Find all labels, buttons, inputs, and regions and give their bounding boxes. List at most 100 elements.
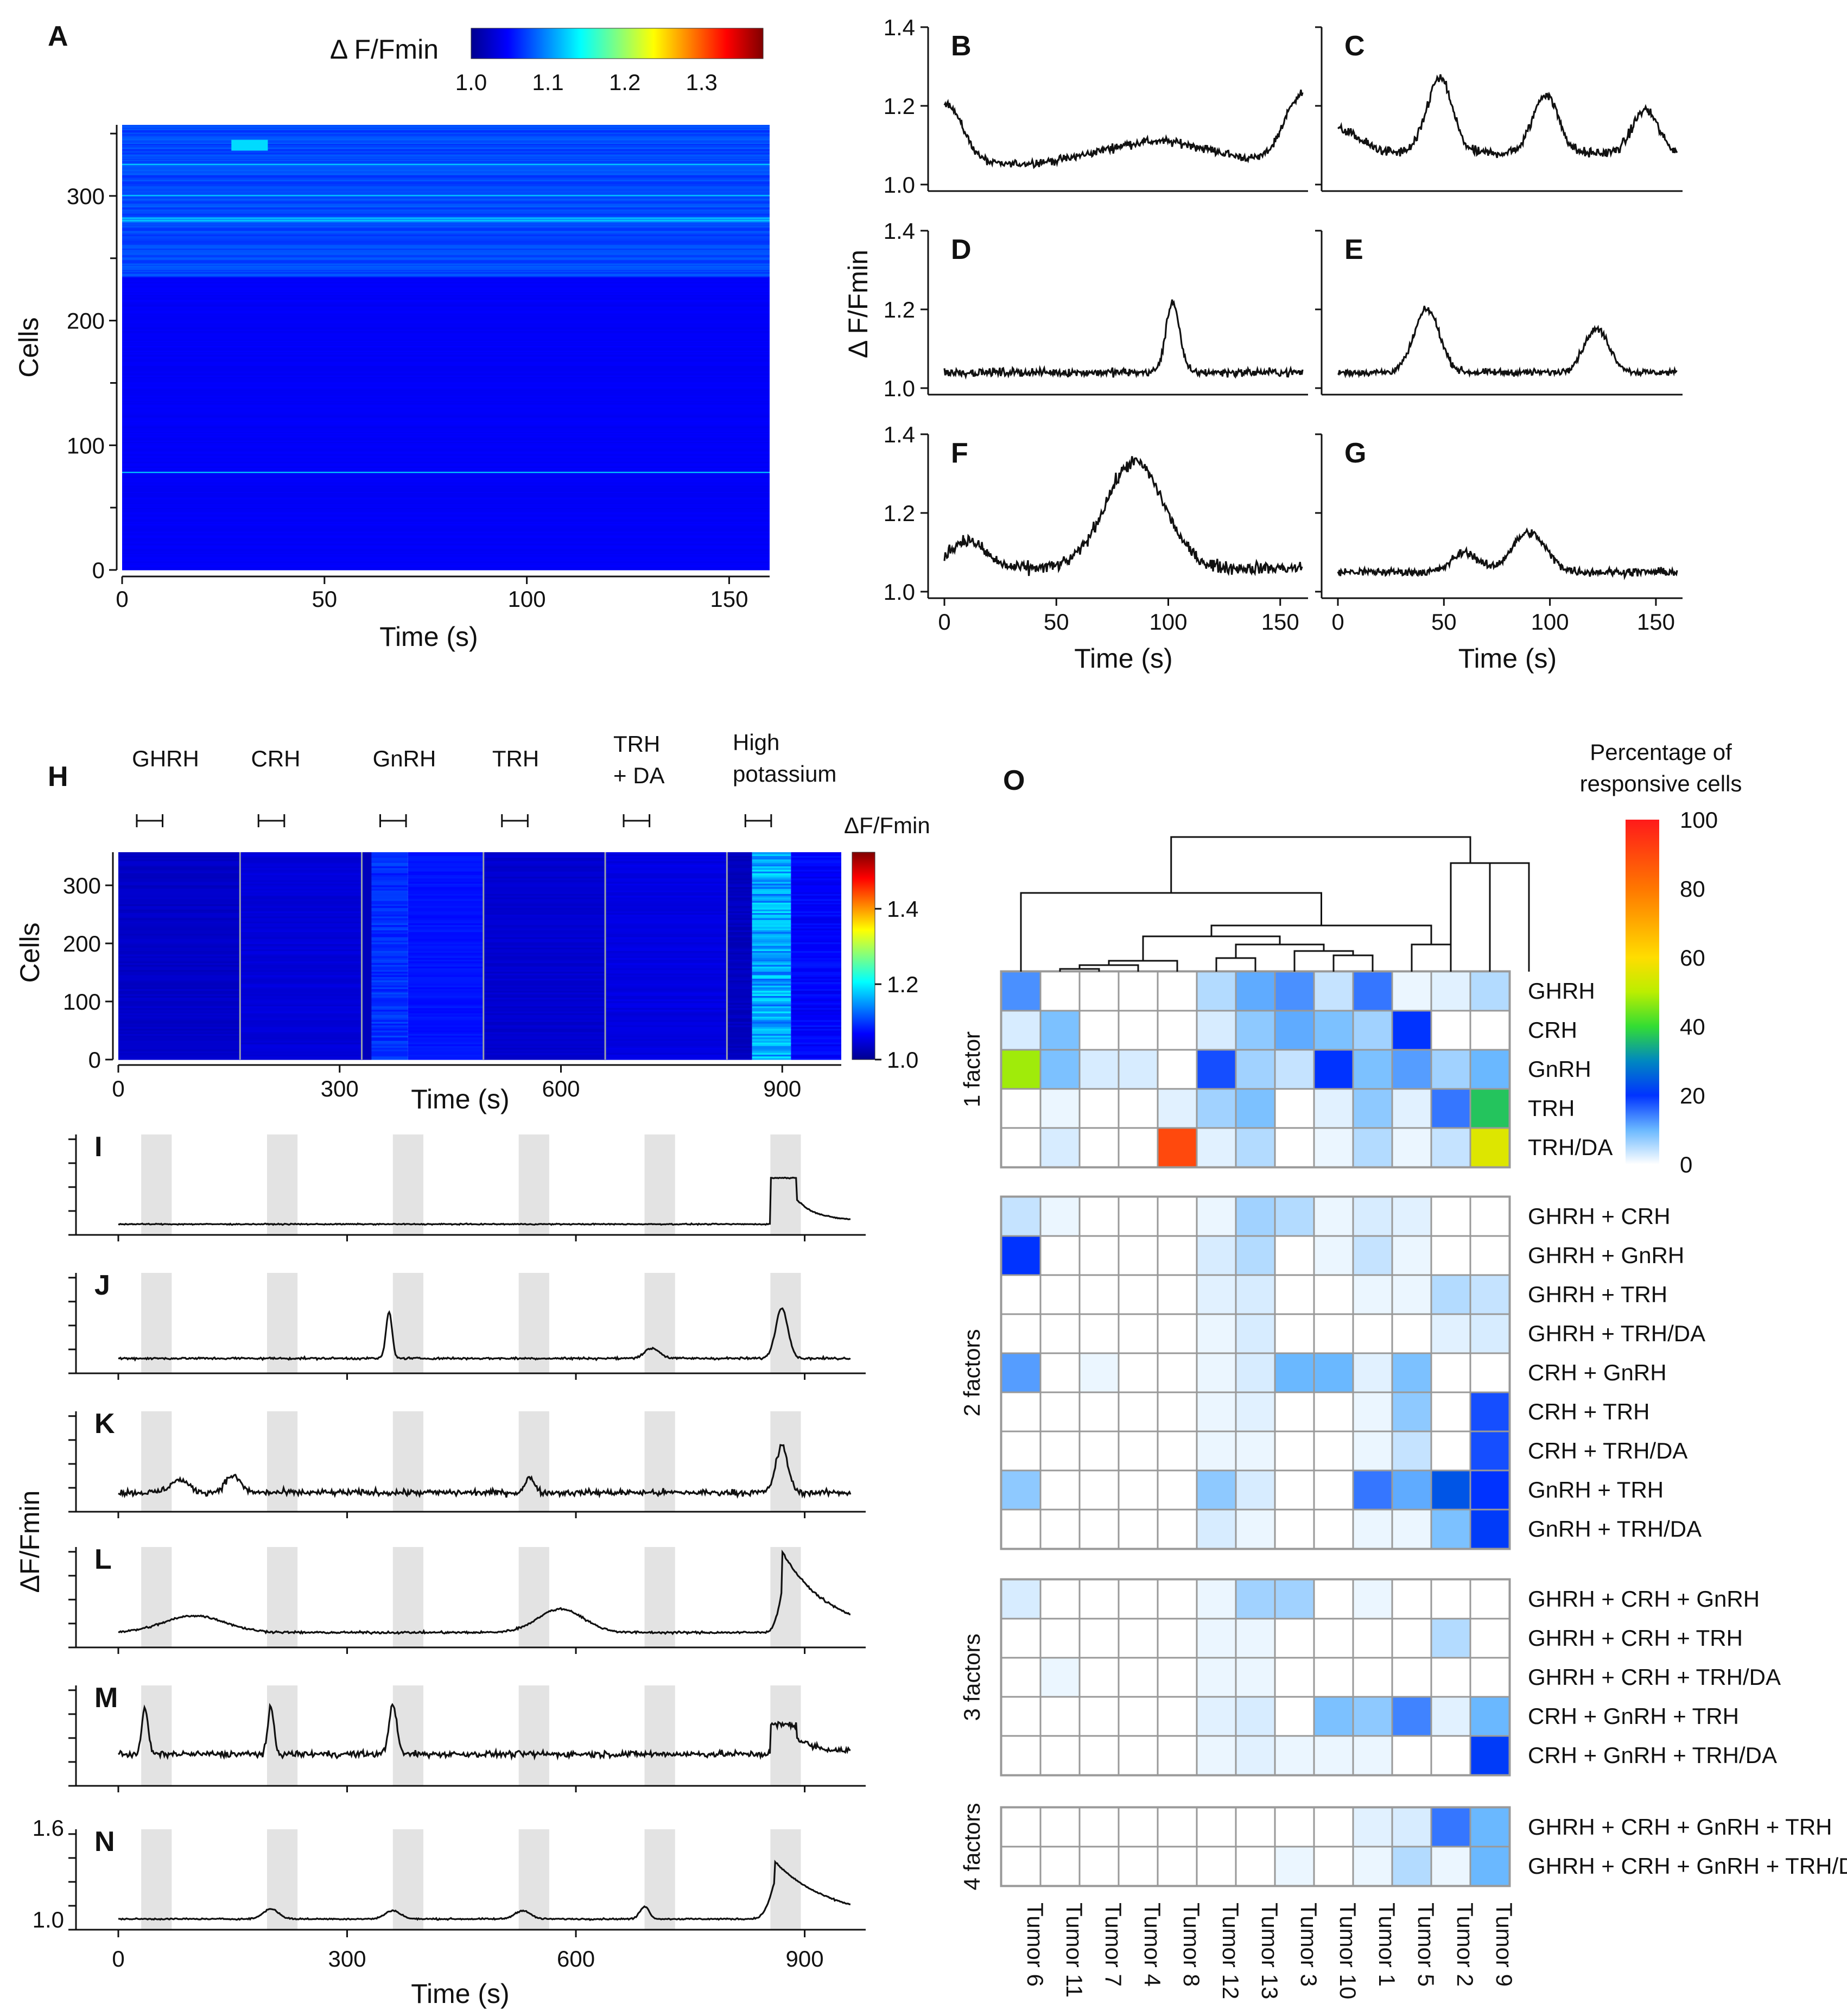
heatmap-cell — [371, 883, 408, 886]
heatmap-cell — [752, 936, 791, 939]
heatmap-row — [122, 250, 770, 252]
heatmap-cell — [240, 1009, 362, 1012]
heatmap-row — [122, 264, 770, 267]
panel-i-stim-band — [392, 1134, 424, 1235]
heatmap-row — [122, 245, 770, 248]
heatmap-cell — [752, 1040, 791, 1043]
heatmap-row — [122, 526, 770, 528]
heatmap-cell — [727, 1013, 752, 1015]
heatmap-cell — [752, 923, 791, 925]
heatmap-cell — [371, 999, 408, 1001]
heatmap-cell — [408, 943, 484, 946]
heatmap-row — [122, 217, 770, 219]
heatmap-cell — [240, 1042, 362, 1044]
heatmap-o-cell — [1352, 1469, 1393, 1511]
heatmap-row — [122, 434, 770, 436]
heatmap-cell — [752, 1018, 791, 1020]
heatmap-cell — [371, 912, 408, 915]
panel-g-x-tick-label: 150 — [1637, 609, 1675, 635]
heatmap-cell — [361, 1016, 372, 1019]
heatmap-o-cell — [1313, 1508, 1354, 1550]
heatmap-cell — [791, 912, 841, 915]
heatmap-row — [122, 177, 770, 179]
heatmap-o-cell — [1196, 1313, 1237, 1354]
heatmap-cell — [605, 883, 727, 886]
heatmap-cell — [240, 1035, 362, 1038]
heatmap-cell — [240, 1037, 362, 1039]
heatmap-cell — [483, 1023, 606, 1025]
heatmap-cell — [408, 873, 484, 875]
heatmap-cell — [118, 898, 240, 901]
heatmap-cell — [483, 940, 606, 943]
heatmap-cell — [408, 1034, 484, 1036]
panel-label-c: C — [1344, 30, 1365, 62]
heatmap-cell — [361, 866, 372, 868]
heatmap-cell — [483, 980, 606, 982]
heatmap-row — [122, 489, 770, 491]
heatmap-cell — [483, 864, 606, 867]
heatmap-cell — [791, 1038, 841, 1041]
heatmap-cell — [791, 928, 841, 930]
row-label: GHRH + CRH + TRH — [1528, 1625, 1743, 1651]
panel-i-stim-band — [518, 1134, 549, 1235]
heatmap-cell — [408, 978, 484, 981]
heatmap-cell — [605, 1042, 727, 1044]
heatmap-cell — [752, 958, 791, 960]
heatmap-row — [122, 486, 770, 489]
heatmap-row — [122, 254, 770, 256]
heatmap-cell — [727, 914, 752, 917]
heatmap-cell — [408, 871, 484, 873]
heatmap-cell — [605, 981, 727, 984]
heatmap-o-cell — [1039, 1657, 1081, 1698]
panel-label-f: F — [951, 438, 968, 469]
heatmap-cell — [483, 883, 606, 886]
heatmap-o-cell — [1157, 1508, 1198, 1550]
heatmap-cell — [118, 1047, 240, 1050]
panel-e-trace — [1337, 306, 1678, 379]
row-label: GHRH + TRH — [1528, 1282, 1667, 1307]
heatmap-cell — [408, 879, 484, 882]
heatmap-row — [122, 411, 770, 414]
heatmap-cell — [483, 1049, 606, 1051]
heatmap-cell — [752, 954, 791, 956]
heatmap-o-cell — [1235, 1088, 1276, 1129]
heatmap-cell — [240, 1019, 362, 1022]
heatmap-cell — [752, 1057, 791, 1060]
heatmap-cell — [605, 983, 727, 986]
heatmap-cell — [752, 981, 791, 984]
heatmap-cell — [791, 882, 841, 884]
heatmap-cell — [371, 926, 408, 929]
heatmap-cell — [118, 897, 240, 899]
heatmap-cell — [240, 854, 362, 856]
colorbar-o-tick-label: 40 — [1680, 1014, 1705, 1039]
heatmap-cell — [605, 973, 727, 975]
heatmap-cell — [240, 1023, 362, 1025]
heatmap-cell — [483, 1028, 606, 1031]
heatmap-cell — [240, 973, 362, 975]
heatmap-row — [122, 550, 770, 552]
heatmap-row — [122, 410, 770, 412]
heatmap-o-cell — [1196, 1696, 1237, 1737]
heatmap-cell — [408, 928, 484, 930]
heatmap-cell — [240, 907, 362, 910]
heatmap-cell — [371, 947, 408, 949]
heatmap-cell — [408, 940, 484, 943]
heatmap-cell — [371, 855, 408, 858]
heatmap-cell — [791, 1057, 841, 1060]
heatmap-cell — [118, 854, 240, 856]
heatmap-o-cell — [1469, 1196, 1510, 1237]
heatmap-cell — [605, 1025, 727, 1028]
heatmap-o-cell — [1078, 1430, 1120, 1472]
heatmap-row — [122, 546, 770, 548]
heatmap-cell — [118, 1049, 240, 1051]
heatmap-cell — [483, 962, 606, 965]
heatmap-row — [122, 378, 770, 380]
heatmap-o-cell — [1430, 1846, 1471, 1887]
heatmap-row — [122, 281, 770, 283]
heatmap-cell — [605, 949, 727, 952]
panel-j-trace — [118, 1307, 851, 1362]
panel-b-y-tick-label: 1.4 — [884, 15, 915, 40]
heatmap-row — [122, 269, 770, 271]
heatmap-cell — [240, 930, 362, 933]
heatmap-cell — [371, 956, 408, 958]
